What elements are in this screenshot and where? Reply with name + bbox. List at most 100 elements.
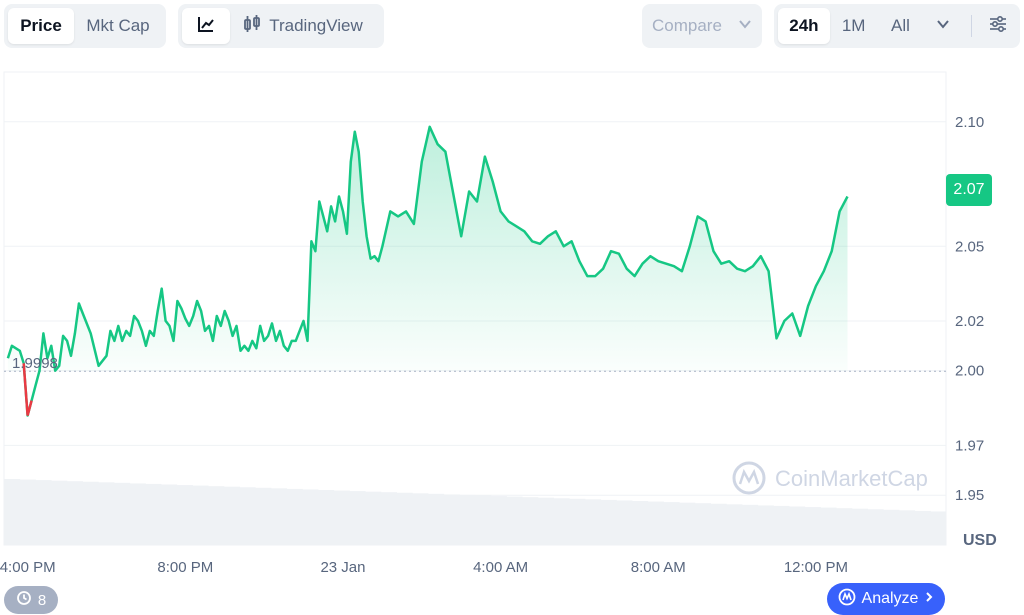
x-tick-label: 8:00 PM: [157, 559, 213, 576]
volume-bar: [443, 494, 460, 545]
y-tick-label: 1.95: [955, 487, 984, 504]
volume-bar: [333, 490, 350, 545]
volume-bar: [161, 484, 178, 545]
candlestick-icon: [243, 14, 261, 39]
price-area-fill: [7, 126, 848, 372]
y-tick-label: 2.05: [955, 238, 984, 255]
tradingview-button[interactable]: TradingView: [230, 8, 376, 44]
volume-bar: [145, 483, 162, 545]
volume-bar: [113, 482, 131, 545]
negative-price-segment: [22, 363, 33, 416]
line-chart-icon: [196, 14, 216, 39]
volume-bar: [490, 496, 507, 545]
history-button[interactable]: 8: [4, 586, 58, 614]
volume-bar: [380, 492, 397, 545]
volume-bar: [19, 479, 36, 545]
y-tick-label: 2.00: [955, 363, 984, 380]
watermark-text: CoinMarketCap: [775, 466, 928, 491]
line-chart-button[interactable]: [182, 8, 230, 44]
sliders-icon: [989, 15, 1007, 38]
volume-bar: [914, 510, 931, 545]
volume-bar: [35, 480, 52, 545]
volume-bar: [427, 493, 445, 545]
chevron-down-icon: [738, 16, 752, 36]
volume-bar: [4, 479, 21, 545]
chevron-down-icon: [936, 16, 950, 36]
volume-bar: [836, 508, 853, 545]
volume-bar: [694, 503, 711, 545]
chevron-right-icon: [924, 590, 934, 608]
volume-bar: [302, 489, 319, 545]
x-tick-label: 4:00 PM: [0, 559, 56, 576]
volume-bar: [82, 481, 99, 545]
y-tick-label: 1.97: [955, 437, 984, 454]
coinmarketcap-logo-icon: [838, 588, 856, 611]
volume-bar: [506, 496, 523, 545]
x-tick-label: 23 Jan: [320, 559, 365, 576]
volume-bar: [789, 506, 806, 545]
volume-bar: [710, 503, 727, 545]
history-count: 8: [37, 591, 47, 609]
volume-bar: [632, 501, 649, 545]
x-tick-label: 12:00 PM: [784, 559, 848, 576]
settings-button[interactable]: [980, 8, 1016, 44]
volume-bar: [176, 485, 193, 545]
range-divider: [971, 15, 973, 37]
volume-bar: [223, 486, 240, 545]
volume-bar: [679, 502, 696, 545]
range-dropdown-button[interactable]: [923, 8, 963, 44]
tab-range-24h[interactable]: 24h: [778, 8, 830, 44]
volume-bar: [66, 481, 83, 545]
volume-bar: [537, 497, 554, 545]
y-axis-unit: USD: [963, 532, 997, 549]
volume-bar: [51, 480, 68, 545]
volume-bar: [396, 492, 413, 545]
volume-bar: [898, 510, 916, 545]
coinmarketcap-watermark: CoinMarketCap: [732, 461, 928, 495]
volume-bar: [804, 507, 821, 545]
volume-bar: [475, 495, 492, 545]
metric-toggle: Price Mkt Cap: [4, 4, 166, 48]
volume-bar: [647, 501, 664, 545]
volume-bar: [663, 502, 680, 545]
tab-price[interactable]: Price: [8, 8, 74, 44]
volume-bar: [208, 486, 225, 545]
price-series-line: [6, 125, 849, 417]
y-tick-label: 2.10: [955, 114, 984, 131]
reference-price-label: 1.9998: [12, 355, 58, 372]
volume-bar: [349, 491, 366, 545]
volume-bar: [255, 487, 272, 545]
tab-range-1m[interactable]: 1M: [841, 16, 866, 35]
volume-bar: [239, 487, 256, 545]
volume-bar: [757, 505, 774, 545]
volume-bar: [820, 507, 837, 545]
volume-bar: [365, 491, 382, 545]
tab-range-all[interactable]: All: [890, 16, 910, 35]
analyze-label: Analyze: [861, 590, 919, 607]
tradingview-label: TradingView: [269, 16, 363, 35]
volume-bar: [569, 498, 586, 545]
analyze-button[interactable]: Analyze: [827, 583, 945, 615]
history-icon: [16, 590, 32, 610]
compare-dropdown[interactable]: Compare: [642, 4, 762, 48]
volume-bar: [318, 490, 335, 545]
volume-bar: [616, 500, 633, 545]
volume-bar: [459, 494, 476, 545]
volume-bar: [192, 485, 209, 545]
volume-bar: [600, 499, 617, 545]
chart-type-toggle: TradingView: [178, 4, 384, 48]
y-tick-label: 2.02: [955, 313, 984, 330]
volume-bar: [883, 509, 900, 545]
tab-mkt-cap[interactable]: Mkt Cap: [86, 16, 150, 35]
volume-bar: [553, 498, 570, 545]
range-toggle: 24h 1M All: [774, 4, 1020, 48]
x-tick-label: 4:00 AM: [473, 559, 528, 576]
volume-bar: [867, 509, 884, 545]
volume-bar: [851, 508, 868, 545]
volume-bar: [129, 483, 146, 545]
volume-bar: [270, 488, 288, 545]
volume-bar: [726, 504, 743, 545]
compare-label: Compare: [652, 16, 722, 35]
volume-bar: [286, 488, 303, 545]
